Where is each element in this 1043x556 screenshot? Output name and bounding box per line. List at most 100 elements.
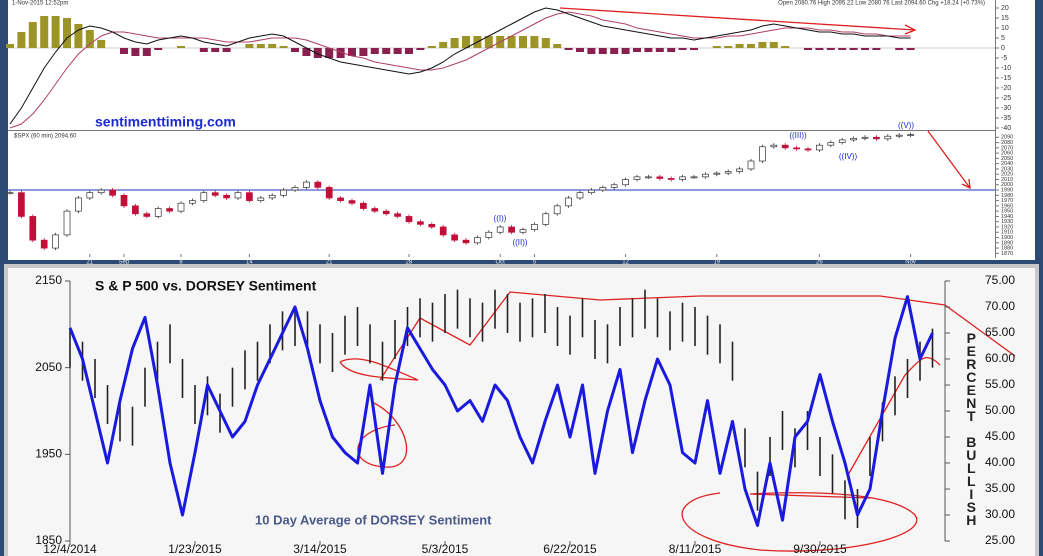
candle [143, 213, 151, 217]
x-tick-label: 5/3/2015 [422, 542, 469, 556]
sentiment-line [68, 295, 934, 527]
candle [884, 135, 892, 140]
bottom-panel [8, 268, 1035, 556]
candle [382, 210, 390, 215]
histogram-bar [769, 42, 778, 48]
histogram-bar [154, 48, 163, 50]
y2-tick-label: 40.00 [985, 455, 1015, 469]
histogram-bar [541, 38, 550, 48]
candle [702, 173, 709, 178]
x-tick-label: Oct [496, 260, 506, 266]
y-tick-label: 10 [1001, 25, 1009, 32]
y2-tick-label: 55.00 [985, 377, 1015, 391]
y-tick-label: -20 [1001, 85, 1011, 92]
candle [519, 229, 527, 233]
candle [86, 192, 94, 199]
y-tick-label: 1890 [1001, 240, 1013, 246]
candle [223, 194, 230, 199]
histogram-bar [28, 22, 37, 48]
y-tick-label: 2150 [35, 273, 62, 287]
x-tick-label: 21 [326, 260, 333, 266]
histogram-bar [633, 48, 641, 52]
x-tick-label: 28 [406, 260, 413, 266]
histogram-bar [826, 48, 835, 50]
histogram-bar [256, 44, 265, 48]
red-trend [379, 291, 1016, 381]
candle [132, 205, 139, 215]
y-tick-label: 1950 [1001, 209, 1013, 215]
histogram-bar [291, 48, 299, 52]
candle [747, 160, 755, 170]
candle [736, 168, 743, 172]
candle [18, 192, 25, 217]
candle [496, 226, 504, 233]
candle [462, 239, 470, 244]
candle [177, 202, 185, 212]
histogram-bar [6, 44, 14, 48]
histogram-bar [211, 48, 220, 52]
x-tick-label: 8/11/2015 [669, 542, 722, 556]
wave-label: ((III)) [789, 131, 807, 140]
histogram-bar [747, 44, 755, 48]
histogram-bar [519, 36, 527, 48]
x-tick-label: 19 [713, 260, 720, 266]
candle [781, 144, 789, 149]
histogram-bar [621, 48, 630, 54]
y2-tick-label: 50.00 [985, 403, 1015, 417]
y-tick-label: -25 [1001, 95, 1011, 102]
histogram-bar [724, 46, 733, 48]
x-tick-label: 9/30/2015 [793, 542, 847, 556]
candle [154, 208, 162, 217]
histogram-bar [872, 48, 881, 50]
y2-axis-label: PERCENT BULLISH [963, 330, 979, 525]
histogram-bar [587, 48, 596, 54]
histogram-bar [439, 42, 448, 48]
histogram-bar [838, 48, 847, 50]
histogram-bar [63, 18, 71, 48]
histogram-bar [17, 32, 26, 48]
candle [542, 213, 550, 225]
histogram-bar [735, 44, 744, 48]
y2-tick-label: 70.00 [985, 299, 1015, 313]
histogram-bar [598, 48, 607, 54]
histogram-bar [781, 46, 790, 48]
candle [724, 171, 732, 174]
y-tick-label: 2010 [1001, 177, 1013, 183]
histogram-bar [416, 48, 425, 50]
y-tick-label: -30 [1001, 105, 1011, 112]
histogram-bar [804, 48, 812, 50]
histogram-bar [553, 44, 562, 48]
candle [770, 144, 778, 148]
candle [325, 187, 333, 199]
histogram-bar [462, 36, 470, 48]
histogram-bar [393, 48, 402, 54]
y2-tick-label: 25.00 [985, 533, 1015, 547]
candle [576, 192, 584, 199]
candle [451, 234, 458, 241]
candle [405, 216, 413, 223]
x-tick-label: 21 [86, 260, 93, 266]
histogram-bar [336, 48, 345, 58]
red-loop [339, 358, 419, 381]
candle [804, 148, 812, 151]
candle [75, 197, 82, 212]
y-tick-label: 5 [1001, 35, 1005, 42]
wave-label: ((V)) [898, 121, 914, 130]
y-tick-label: 1990 [1001, 187, 1013, 193]
candle [474, 237, 481, 244]
candle [531, 223, 538, 230]
candle [268, 194, 276, 199]
histogram-bar [359, 48, 368, 56]
histogram-bar [576, 48, 584, 52]
y2-tick-label: 60.00 [985, 351, 1015, 365]
candle [827, 142, 835, 146]
histogram-bar [245, 44, 254, 48]
candle [166, 208, 173, 212]
histogram-bar [177, 46, 185, 48]
histogram-bar [758, 42, 767, 48]
histogram-bar [849, 48, 858, 50]
histogram-bar [895, 48, 904, 50]
histogram-bar [530, 36, 539, 48]
